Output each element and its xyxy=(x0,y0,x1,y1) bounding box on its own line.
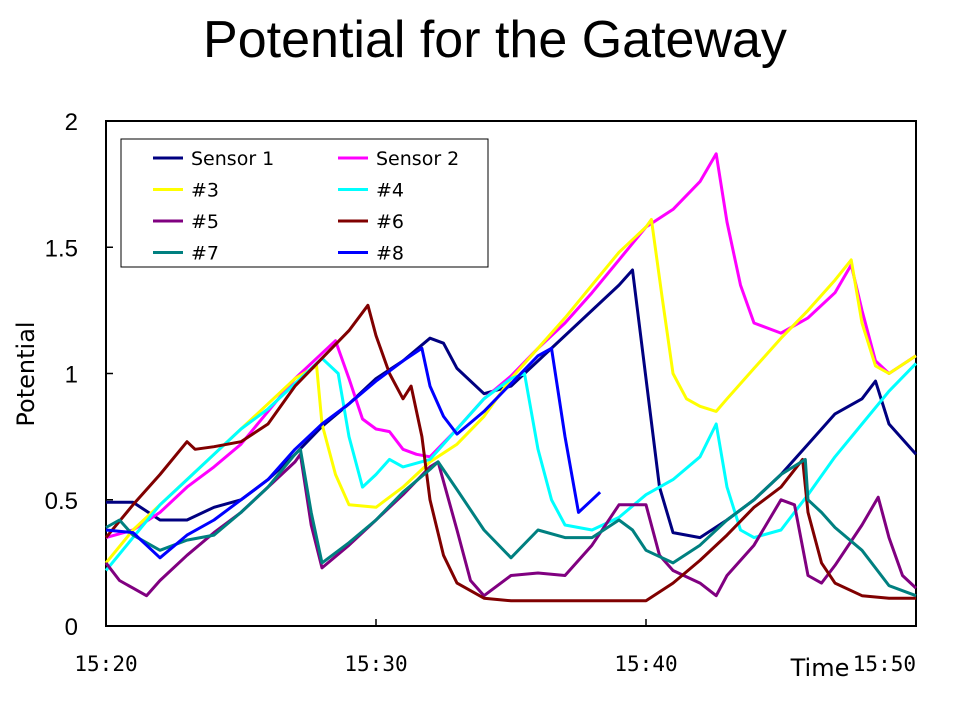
x-tick-label: 15:30 xyxy=(344,652,407,676)
series-line-3 xyxy=(104,218,917,564)
x-tick-label: 15:50 xyxy=(853,652,916,676)
legend-label: Sensor 1 xyxy=(191,148,274,170)
legend: Sensor 1 Sensor 2 #3 #4 #5 #6 #7 #8 xyxy=(120,138,489,268)
series-line-1 xyxy=(106,268,918,540)
y-tick-label: 0.5 xyxy=(45,488,78,515)
legend-label: #3 xyxy=(191,180,219,202)
legend-label: #4 xyxy=(376,180,404,202)
y-tick-label: 2 xyxy=(65,109,78,136)
legend-label: Sensor 2 xyxy=(376,148,459,170)
legend-label: #6 xyxy=(376,211,404,233)
x-tick-label: 15:20 xyxy=(74,652,137,676)
series-line-7 xyxy=(105,447,917,598)
x-tick-label: 15:40 xyxy=(614,652,677,676)
legend-label: #5 xyxy=(191,211,219,233)
y-tick-label: 0 xyxy=(65,614,78,641)
y-tick-label: 1 xyxy=(65,362,78,389)
y-axis-title: Potential xyxy=(12,321,40,426)
legend-label: #8 xyxy=(376,243,404,265)
x-axis-title: Time xyxy=(790,654,850,682)
y-tick-label: 1.5 xyxy=(45,235,78,262)
legend-label: #7 xyxy=(191,243,219,265)
legend-box xyxy=(120,138,489,268)
chart-title: Potential for the Gateway xyxy=(203,11,787,69)
series-line-8 xyxy=(105,346,602,560)
